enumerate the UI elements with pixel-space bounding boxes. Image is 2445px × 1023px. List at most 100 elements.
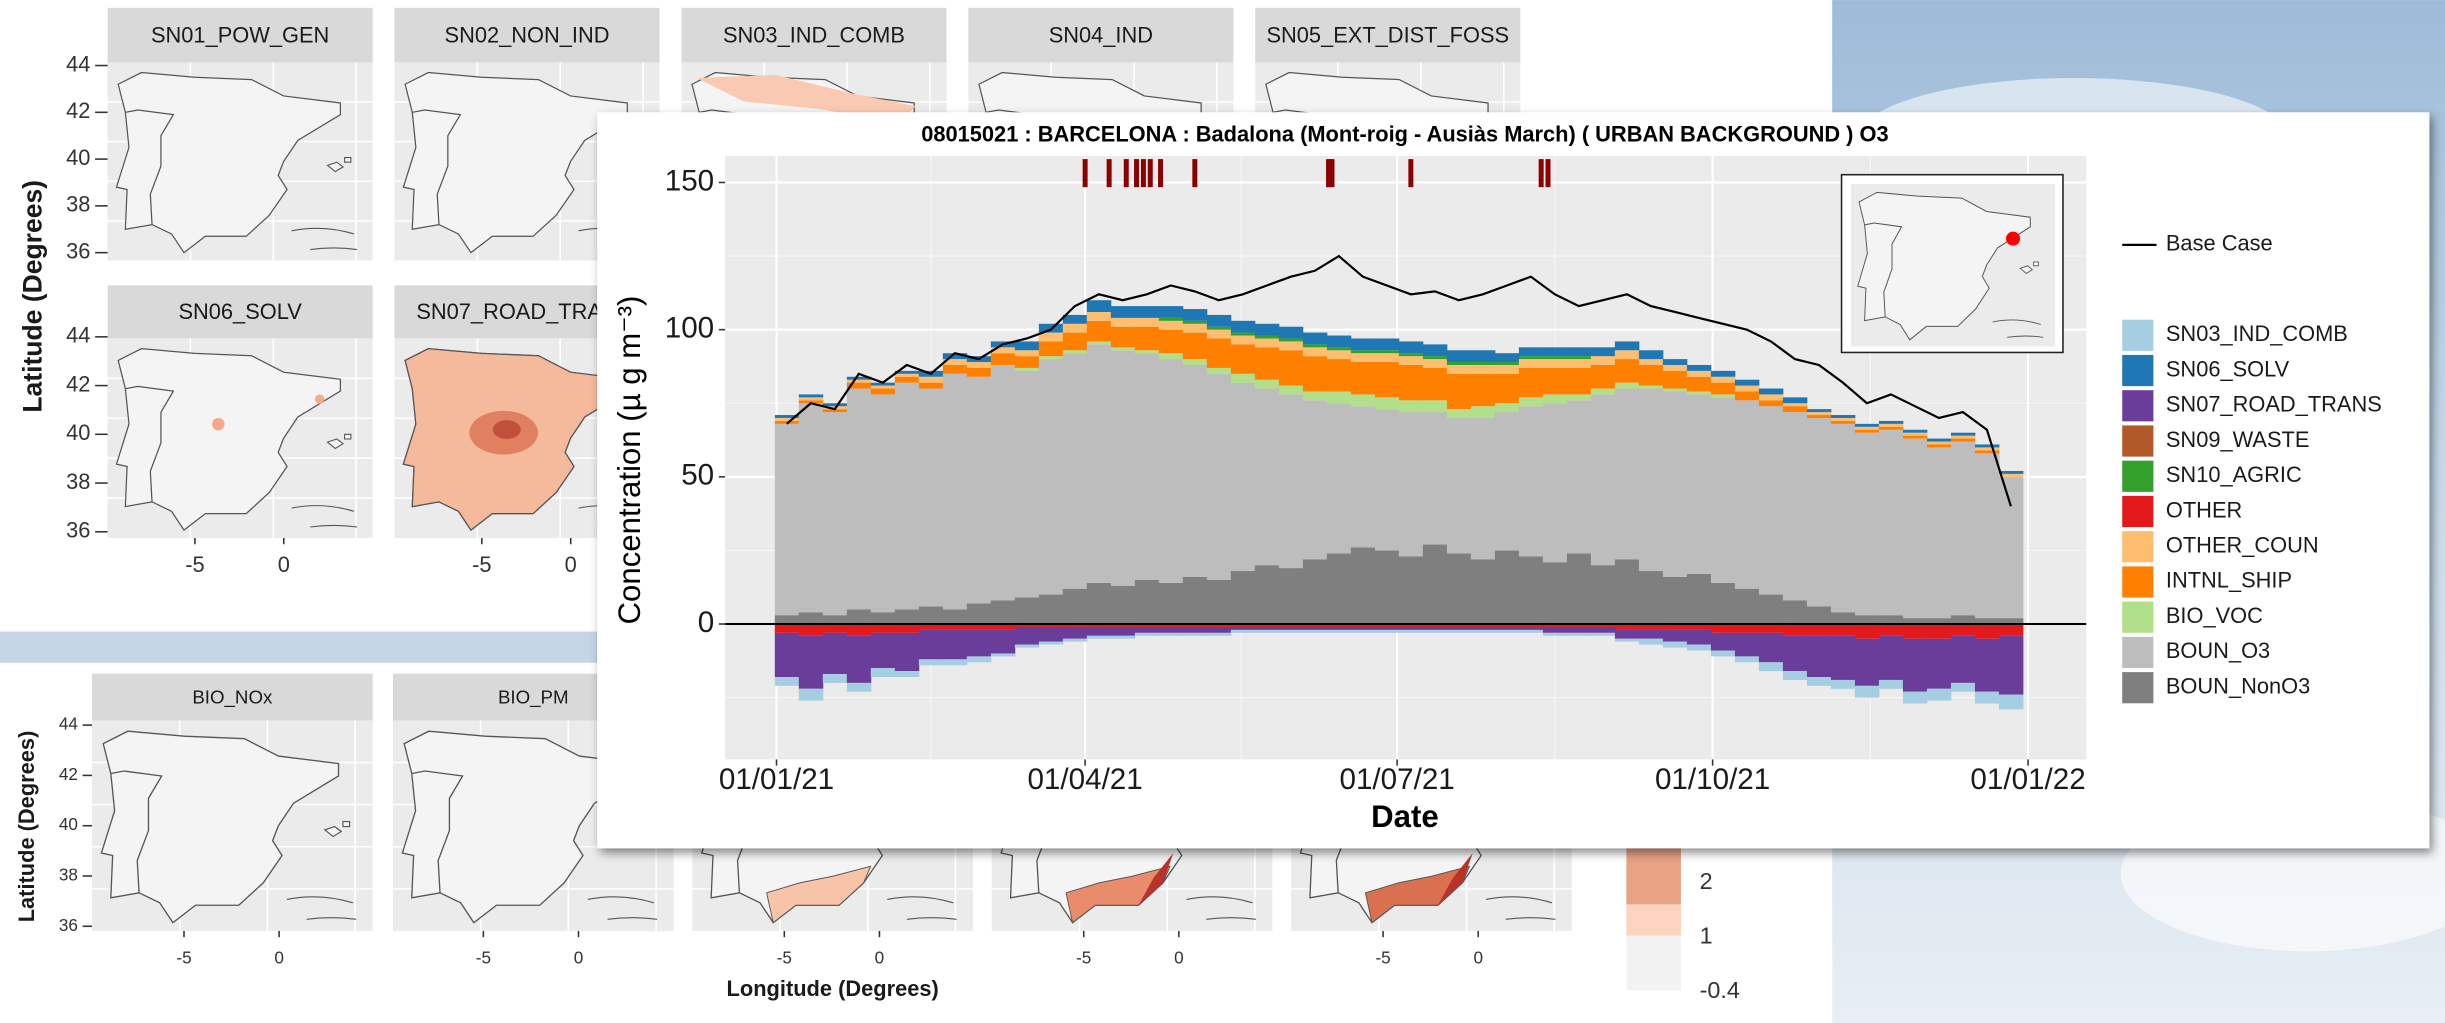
bar-segment [895, 383, 919, 610]
bar-segment [1543, 562, 1567, 624]
lon-tick-label: -5 [176, 948, 191, 968]
bar-segment [1207, 368, 1231, 374]
bar-segment [1519, 627, 1543, 630]
bar-segment [1495, 627, 1519, 630]
y-tick-label: 50 [681, 459, 714, 492]
bar-segment [1279, 627, 1303, 630]
bar-segment [1447, 630, 1471, 633]
bar-segment [1375, 627, 1399, 630]
bar-segment [1495, 412, 1519, 550]
bar-segment [1735, 656, 1759, 662]
bar-segment [1351, 627, 1375, 630]
lon-tick-label: 0 [1174, 948, 1184, 968]
bar-segment [1039, 359, 1063, 594]
bar-segment [871, 612, 895, 624]
bar-segment [871, 386, 895, 389]
bar-segment [1087, 300, 1111, 312]
bar-segment [1279, 338, 1303, 341]
exceedance-marker [1107, 159, 1112, 187]
bar-segment [1951, 442, 1975, 616]
panel-title: SN03_IND_COMB [723, 22, 905, 47]
bar-segment [1255, 336, 1279, 339]
bar-segment [1543, 633, 1567, 636]
bar-segment [1615, 559, 1639, 624]
bar-segment [1711, 383, 1735, 395]
bar-segment [1759, 406, 1783, 594]
legend-label: SN03_IND_COMB [2166, 321, 2348, 346]
bar-segment [1951, 624, 1975, 636]
bar-segment [895, 377, 919, 383]
lat-tick-label: 36 [66, 238, 90, 263]
legend-label: Base Case [2166, 231, 2273, 256]
bar-segment [1303, 344, 1327, 347]
bar-segment [1231, 383, 1255, 571]
bar-segment [1447, 418, 1471, 553]
page: { "background": { "titles": ["SN01_POW_G… [0, 0, 2445, 1023]
bar-segment [847, 609, 871, 624]
legend-swatch [2122, 531, 2153, 562]
bar-segment [1207, 338, 1231, 367]
bar-segment [775, 424, 799, 615]
bar-segment [1063, 639, 1087, 642]
lat-tick-label: 38 [59, 865, 78, 885]
bar-segment [1135, 318, 1159, 327]
bar-segment [1303, 630, 1327, 633]
bar-segment [1375, 353, 1399, 362]
y-tick-label: 150 [665, 164, 714, 197]
bar-segment [871, 624, 895, 633]
chart-title: 08015021 : BARCELONA : Badalona (Mont-ro… [921, 121, 1888, 146]
bar-segment [1975, 692, 1999, 704]
bar-segment [1375, 630, 1399, 633]
bar-segment [1735, 380, 1759, 386]
panel-title: SN04_IND [1049, 22, 1153, 47]
bar-segment [1495, 403, 1519, 412]
bar-segment [895, 609, 919, 624]
colorbar-label: 1 [1700, 922, 1713, 948]
bar-segment [1783, 624, 1807, 636]
exceedance-marker [1408, 159, 1413, 187]
bar-segment [991, 353, 1015, 365]
bar-segment [943, 365, 967, 374]
bar-segment [1879, 680, 1903, 689]
bar-segment [1879, 615, 1903, 624]
legend-label: OTHER [2166, 497, 2242, 522]
bar-segment [1423, 412, 1447, 544]
bar-segment [847, 683, 871, 692]
bar-segment [1687, 394, 1711, 574]
bar-segment [1183, 321, 1207, 324]
bar-segment [1639, 365, 1663, 386]
bar-segment [919, 377, 943, 383]
bar-segment [1063, 627, 1087, 639]
bar-segment [1447, 365, 1471, 374]
lon-tick-label: 0 [875, 948, 885, 968]
bar-segment [1327, 347, 1351, 350]
bar-segment [823, 615, 847, 624]
y-tick-label: 0 [698, 606, 714, 639]
bar-segment [1879, 424, 1903, 427]
bar-segment [1831, 636, 1855, 680]
bar-segment [1591, 356, 1615, 365]
bar-segment [1951, 636, 1975, 683]
bar-segment [1567, 347, 1591, 356]
bar-segment [1687, 630, 1711, 645]
bar-segment [1471, 418, 1495, 559]
bar-segment [1999, 624, 2023, 636]
exceedance-marker [1148, 159, 1153, 187]
bar-segment [1375, 397, 1399, 409]
bar-segment [1159, 583, 1183, 624]
bar-segment [1807, 606, 1831, 624]
bar-segment [1063, 589, 1087, 624]
bar-segment [1567, 633, 1591, 636]
bar-segment [1063, 353, 1087, 588]
bar-segment [1471, 559, 1495, 624]
lat-tick-label: 36 [59, 915, 78, 935]
bar-segment [1807, 409, 1831, 412]
bar-segment [1903, 624, 1927, 639]
bar-segment [1303, 559, 1327, 624]
bar-segment [1831, 424, 1855, 612]
panel-title: SN07_ROAD_TRA [416, 299, 602, 324]
bar-segment [1375, 409, 1399, 550]
bar-segment [1567, 368, 1591, 394]
bar-segment [1807, 418, 1831, 606]
bar-segment [1231, 627, 1255, 630]
